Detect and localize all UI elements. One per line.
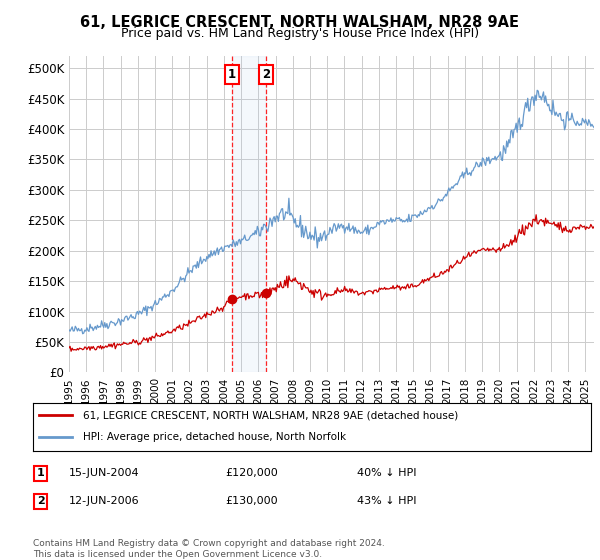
Text: £130,000: £130,000 <box>225 496 278 506</box>
Text: Contains HM Land Registry data © Crown copyright and database right 2024.
This d: Contains HM Land Registry data © Crown c… <box>33 539 385 559</box>
Text: 2: 2 <box>262 68 271 81</box>
Text: HPI: Average price, detached house, North Norfolk: HPI: Average price, detached house, Nort… <box>83 432 346 441</box>
Text: 43% ↓ HPI: 43% ↓ HPI <box>357 496 416 506</box>
Text: 15-JUN-2004: 15-JUN-2004 <box>69 468 140 478</box>
Text: 12-JUN-2006: 12-JUN-2006 <box>69 496 140 506</box>
Text: 2: 2 <box>37 496 44 506</box>
Text: £120,000: £120,000 <box>225 468 278 478</box>
Text: 1: 1 <box>228 68 236 81</box>
Text: 40% ↓ HPI: 40% ↓ HPI <box>357 468 416 478</box>
Text: Price paid vs. HM Land Registry's House Price Index (HPI): Price paid vs. HM Land Registry's House … <box>121 27 479 40</box>
Text: 61, LEGRICE CRESCENT, NORTH WALSHAM, NR28 9AE (detached house): 61, LEGRICE CRESCENT, NORTH WALSHAM, NR2… <box>83 410 458 420</box>
Bar <box>232 56 266 372</box>
Text: 61, LEGRICE CRESCENT, NORTH WALSHAM, NR28 9AE: 61, LEGRICE CRESCENT, NORTH WALSHAM, NR2… <box>80 15 520 30</box>
Text: 1: 1 <box>37 468 44 478</box>
